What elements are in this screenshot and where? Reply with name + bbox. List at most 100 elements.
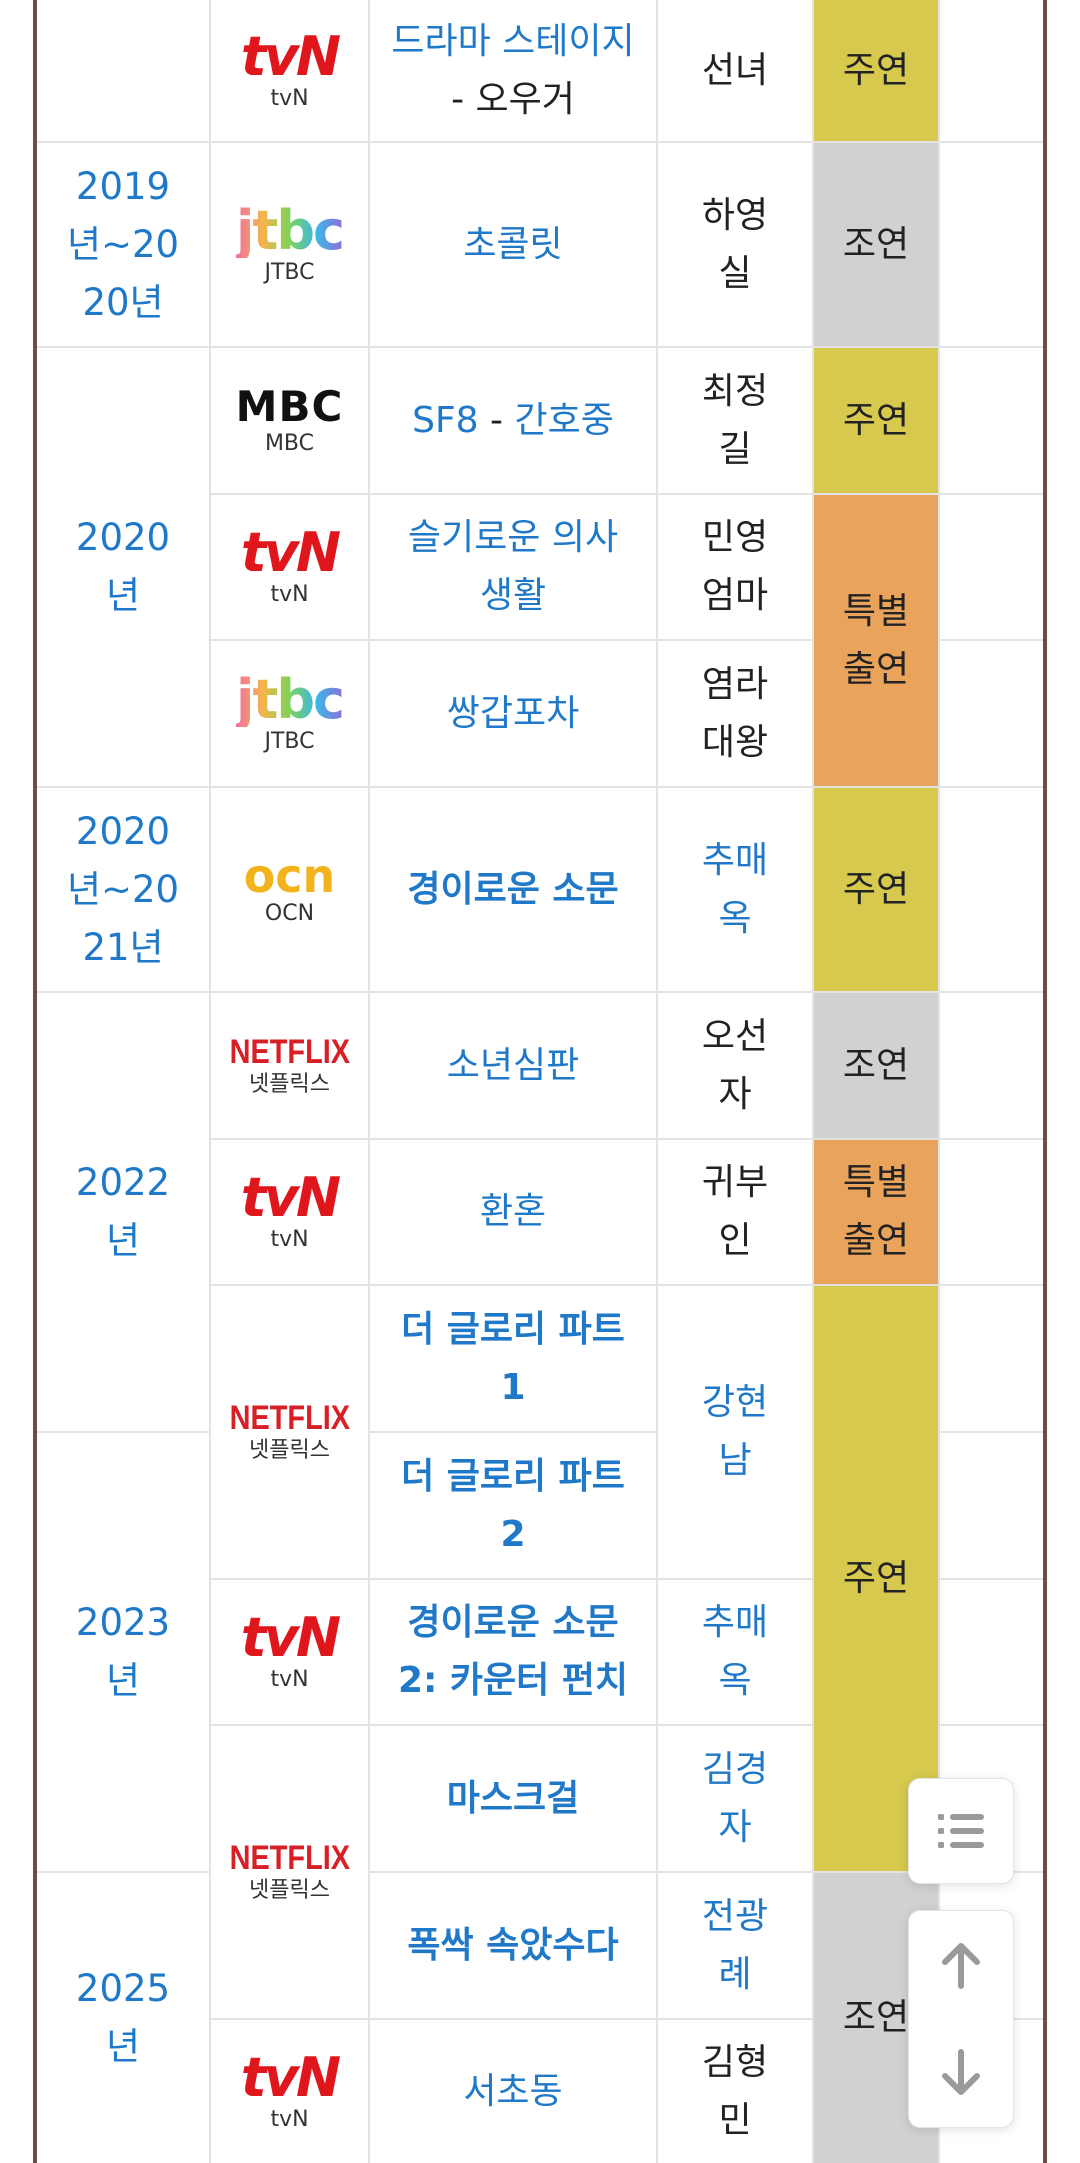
network-cell: tvN tvN	[211, 1140, 370, 1286]
year-cell-2020[interactable]: 2020 년	[37, 348, 211, 788]
note-cell	[940, 1580, 1043, 1726]
network-cell: jtbc JTBC	[211, 641, 370, 788]
toc-button[interactable]	[908, 1778, 1014, 1884]
role-label: 주연	[842, 399, 910, 441]
network-cell: MBC MBC	[211, 348, 370, 495]
title-cell[interactable]: 폭싹 속았수다	[370, 1873, 658, 2020]
character-cell: 염라 대왕	[658, 641, 814, 788]
year-link[interactable]: 2025 년	[75, 1967, 171, 2068]
title-link[interactable]: 경이로운 소문 2: 카운터 펀치	[397, 1602, 629, 1701]
note-cell	[940, 641, 1043, 788]
mbc-logo: MBC MBC	[235, 381, 344, 456]
year-cell-2023[interactable]: 2023 년	[37, 1433, 211, 1873]
table-frame-left	[33, 0, 37, 2163]
role-special-cell: 특별 출연	[814, 495, 940, 788]
character-name: 오선 자	[701, 1015, 769, 1115]
network-cell: NETFLIX 넷플릭스	[211, 1726, 370, 2020]
character-cell: 오선 자	[658, 993, 814, 1140]
role-label: 주연	[842, 1557, 910, 1599]
network-cell: tvN tvN	[211, 495, 370, 641]
role-main-cell: 주연	[814, 788, 940, 993]
character-cell[interactable]: 전광 례	[658, 1873, 814, 2020]
scroll-down-button[interactable]	[909, 2019, 1013, 2125]
year-link[interactable]: 2019 년~20 20년	[66, 164, 180, 324]
title-link[interactable]: 서초동	[463, 2070, 563, 2112]
character-link[interactable]: 추매 옥	[701, 839, 769, 939]
year-cell-2025[interactable]: 2025 년	[37, 1873, 211, 2163]
title-cell[interactable]: 환혼	[370, 1140, 658, 1286]
year-link[interactable]: 2020 년~20 21년	[66, 809, 180, 969]
role-label: 특별 출연	[842, 1162, 910, 1261]
character-cell: 선녀	[658, 0, 814, 143]
character-name: 선녀	[701, 49, 769, 91]
title-link[interactable]: 마스크걸	[446, 1777, 580, 1819]
title-cell[interactable]: 드라마 스테이지 - 오우거	[370, 0, 658, 143]
note-cell	[940, 993, 1043, 1140]
character-name: 최정 길	[701, 370, 769, 470]
title-link[interactable]: SF8 - 간호중	[412, 399, 614, 441]
title-cell[interactable]: SF8 - 간호중	[370, 348, 658, 495]
title-cell[interactable]: 소년심판	[370, 993, 658, 1140]
title-link[interactable]: 더 글로리 파트 2	[401, 1455, 625, 1555]
year-link[interactable]: 2023 년	[75, 1601, 171, 1702]
title-cell[interactable]: 경이로운 소문	[370, 788, 658, 993]
title-cell[interactable]: 서초동	[370, 2020, 658, 2163]
title-cell[interactable]: 초콜릿	[370, 143, 658, 348]
list-icon	[938, 1814, 984, 1848]
character-cell[interactable]: 김경 자	[658, 1726, 814, 1873]
title-cell[interactable]: 더 글로리 파트 2	[370, 1433, 658, 1580]
year-cell-2020-2021[interactable]: 2020 년~20 21년	[37, 788, 211, 993]
character-link[interactable]: 강현 남	[701, 1382, 769, 1481]
title-link[interactable]: 환혼	[479, 1191, 547, 1232]
arrow-down-icon	[942, 2049, 980, 2095]
netflix-logo: NETFLIX 넷플릭스	[229, 1839, 350, 1903]
title-link[interactable]: 더 글로리 파트 1	[401, 1308, 625, 1408]
year-cell-2022[interactable]: 2022 년	[37, 993, 211, 1433]
year-link[interactable]: 2022 년	[75, 1161, 171, 1262]
scroll-up-button[interactable]	[909, 1913, 1013, 2019]
title-link[interactable]: 소년심판	[446, 1044, 580, 1086]
title-link[interactable]: 폭싹 속았수다	[407, 1924, 619, 1966]
title-cell[interactable]: 경이로운 소문 2: 카운터 펀치	[370, 1580, 658, 1726]
character-cell[interactable]: 강현 남	[658, 1286, 814, 1580]
network-cell: NETFLIX 넷플릭스	[211, 993, 370, 1140]
title-cell[interactable]: 더 글로리 파트 1	[370, 1286, 658, 1433]
role-main-cell: 주연	[814, 0, 940, 143]
tvn-logo: tvN tvN	[240, 1166, 341, 1253]
character-link[interactable]: 전광 례	[701, 1895, 769, 1995]
tvn-logo: tvN tvN	[240, 1606, 341, 1693]
title-link[interactable]: 경이로운 소문	[407, 868, 619, 910]
network-cell: NETFLIX 넷플릭스	[211, 1286, 370, 1580]
role-supporting-cell: 조연	[814, 993, 940, 1140]
title-cell[interactable]: 슬기로운 의사 생활	[370, 495, 658, 641]
note-cell	[940, 788, 1043, 993]
role-label: 주연	[842, 868, 910, 910]
role-label: 특별 출연	[842, 590, 910, 690]
title-link[interactable]: 쌍갑포차	[446, 692, 580, 734]
network-cell: ocn OCN	[211, 788, 370, 993]
character-cell: 김형 민	[658, 2020, 814, 2163]
note-cell	[940, 348, 1043, 495]
title-link[interactable]: 드라마 스테이지 - 오우거	[391, 20, 635, 120]
character-cell[interactable]: 추매 옥	[658, 1580, 814, 1726]
character-cell: 민영 엄마	[658, 495, 814, 641]
role-supporting-cell: 조연	[814, 143, 940, 348]
character-cell: 최정 길	[658, 348, 814, 495]
character-link[interactable]: 추매 옥	[701, 1602, 769, 1701]
title-cell[interactable]: 쌍갑포차	[370, 641, 658, 788]
network-cell: tvN tvN	[211, 1580, 370, 1726]
tvn-logo: tvN tvN	[240, 2045, 341, 2132]
year-link[interactable]: 2020 년	[75, 516, 171, 617]
title-link[interactable]: 초콜릿	[463, 223, 563, 265]
year-cell-2019-2020[interactable]: 2019 년~20 20년	[37, 143, 211, 348]
title-cell[interactable]: 마스크걸	[370, 1726, 658, 1873]
character-link[interactable]: 김경 자	[701, 1748, 769, 1848]
note-cell	[940, 143, 1043, 348]
year-cell-empty	[37, 0, 211, 143]
tvn-logo: tvN tvN	[240, 521, 341, 608]
role-main-cell: 주연	[814, 1286, 940, 1873]
character-cell[interactable]: 추매 옥	[658, 788, 814, 993]
network-cell: jtbc JTBC	[211, 143, 370, 348]
title-link[interactable]: 슬기로운 의사 생활	[407, 517, 619, 616]
note-cell	[940, 1433, 1043, 1580]
